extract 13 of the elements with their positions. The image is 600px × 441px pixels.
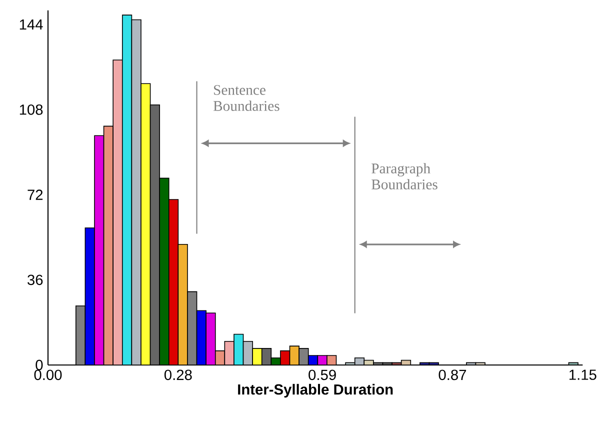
x-tick-label: 1.15 (570, 370, 596, 380)
y-tick-label: 36 (28, 274, 43, 286)
x-tick-label: 0.28 (164, 370, 192, 380)
ref-line-label: Sentence Boundaries (213, 85, 280, 111)
y-tick-label: 108 (20, 104, 43, 115)
y-tick-label: 72 (28, 190, 43, 200)
y-tick-label: 144 (20, 19, 43, 30)
x-tick-label: 0.87 (438, 370, 466, 380)
x-tick-label: 0.59 (308, 370, 336, 380)
ref-line-label: Paragraph Boundaries (372, 163, 438, 190)
y-tick-label: 0 (36, 360, 43, 370)
x-tick-label: 0.00 (34, 370, 62, 380)
x-axis-title: Inter-Syllable Duration (238, 384, 393, 398)
